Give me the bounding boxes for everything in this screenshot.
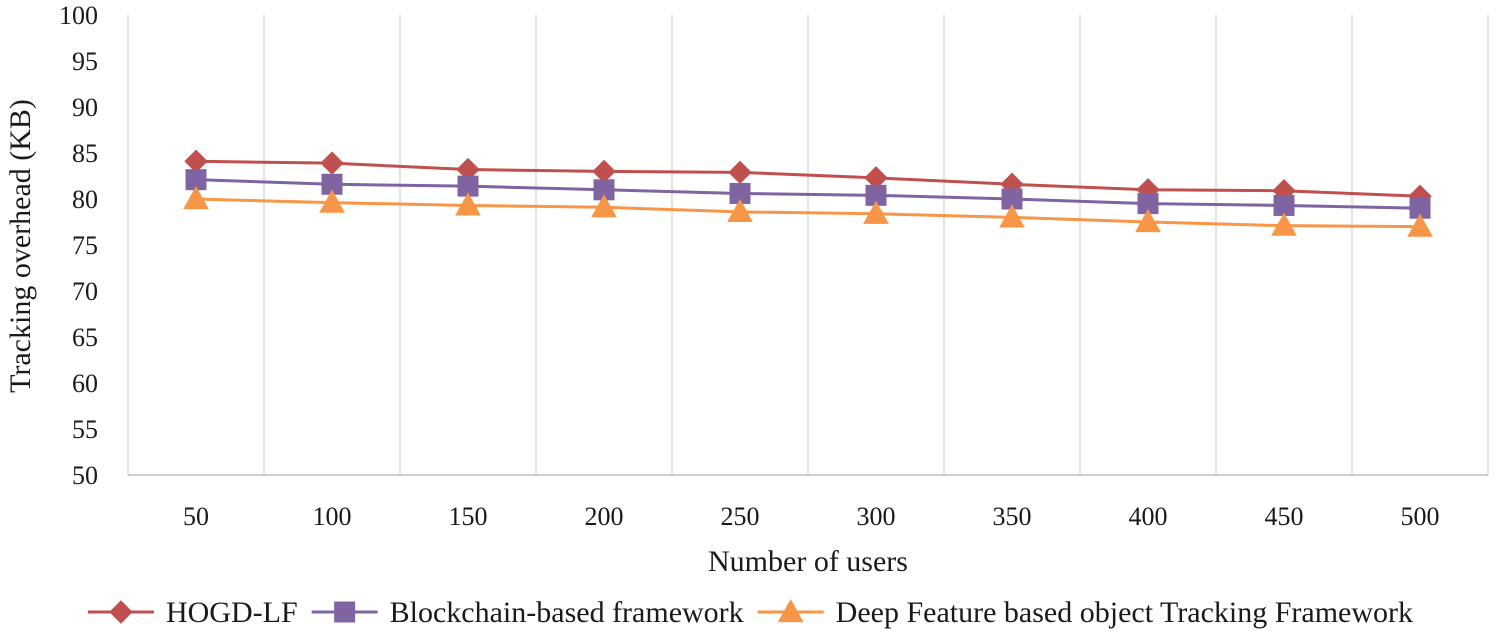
x-tick-label: 250 [721,502,760,531]
series-line [195,178,1421,210]
x-tick-label: 200 [585,502,624,531]
y-tick-label: 90 [72,93,98,122]
triangle-marker-icon [777,598,804,623]
series-line [195,197,1421,229]
x-tick-label: 400 [1129,502,1168,531]
data-point [591,194,617,218]
data-point [727,198,753,222]
data-point [728,160,752,185]
data-point [184,149,208,173]
data-point [320,151,344,175]
data-point [1273,194,1295,216]
data-point [183,185,209,210]
x-tick-label: 50 [183,502,209,531]
x-tick-label: 500 [1401,502,1440,531]
x-axis-ticks: 50 100 150 200 250 300 350 400 450 500 [183,502,1440,531]
y-axis-ticks: 50 55 60 65 70 75 80 85 90 95 100 [59,1,98,490]
y-tick-label: 55 [72,415,98,444]
x-tick-label: 350 [993,502,1032,531]
data-point [1407,213,1433,237]
y-tick-label: 65 [72,323,98,352]
series-group [183,149,1433,237]
legend-item-2: Blockchain-based framework [311,596,744,629]
y-tick-label: 80 [72,185,98,214]
x-tick-label: 300 [857,502,896,531]
data-point [999,204,1025,228]
legend-item-1: HOGD-LF [87,596,298,629]
y-tick-label: 75 [72,231,98,260]
y-tick-label: 60 [72,369,98,398]
y-tick-label: 50 [72,461,98,490]
data-point [1135,208,1161,233]
y-tick-label: 85 [72,139,98,168]
y-tick-label: 70 [72,277,98,306]
data-point [863,200,889,224]
data-point [319,189,345,213]
diamond-marker-icon [109,600,133,624]
square-marker-icon [334,601,356,623]
y-tick-label: 95 [72,47,98,76]
x-tick-label: 100 [313,502,352,531]
legend-label: Blockchain-based framework [390,596,744,629]
x-tick-label: 450 [1265,502,1304,531]
legend-label: HOGD-LF [166,596,298,629]
legend: HOGD-LF Blockchain-based framework Deep Fe… [87,596,1413,629]
data-point [592,159,616,184]
data-point [1271,212,1297,236]
grid-lines [127,15,1489,476]
series-line [195,159,1421,198]
x-tick-label: 150 [449,502,488,531]
y-tick-label: 100 [59,1,98,30]
x-axis-title: Number of users [708,545,908,578]
legend-label: Deep Feature based object Tracking Frame… [836,596,1413,629]
series-2 [185,169,1431,219]
legend-item-3: Deep Feature based object Tracking Frame… [757,596,1413,629]
data-point [455,192,481,216]
y-axis-title: Tracking overhead (KB) [4,99,37,393]
series-3 [183,185,1433,237]
